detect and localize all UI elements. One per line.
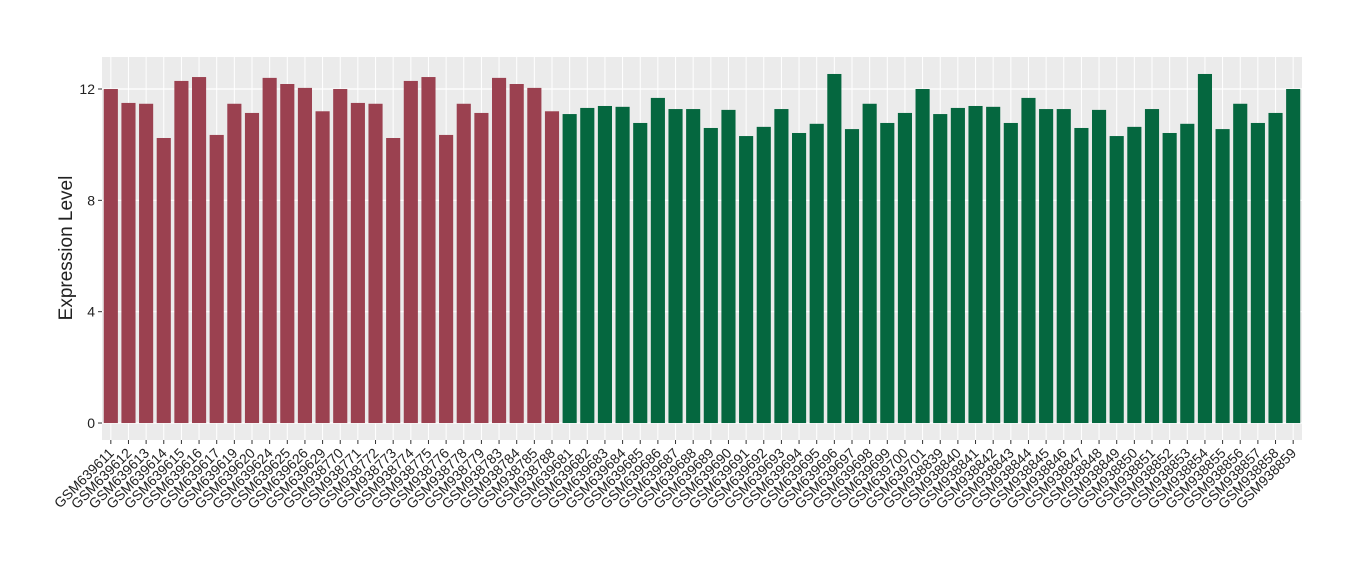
y-axis-title: Expression Level xyxy=(56,176,77,321)
bar xyxy=(403,80,418,424)
bar xyxy=(103,89,118,424)
bar xyxy=(1003,122,1018,424)
bar xyxy=(386,137,401,424)
bar xyxy=(844,129,860,424)
bar xyxy=(333,89,348,424)
bar xyxy=(527,87,542,424)
bar xyxy=(439,134,454,424)
bar xyxy=(897,112,912,424)
bar xyxy=(986,106,1001,424)
y-tick-label: 4 xyxy=(87,304,95,320)
bar xyxy=(174,80,189,424)
bar xyxy=(1250,122,1265,424)
bar xyxy=(121,102,136,424)
bar xyxy=(703,127,718,424)
bar xyxy=(615,106,630,424)
bar xyxy=(156,137,171,424)
bar xyxy=(933,114,948,424)
bar xyxy=(792,132,807,424)
bar xyxy=(950,107,965,424)
bar xyxy=(1109,136,1124,424)
bar xyxy=(1180,123,1195,424)
bar xyxy=(1268,112,1283,424)
bar xyxy=(915,89,930,424)
bar xyxy=(492,77,507,424)
bar xyxy=(809,123,824,424)
bar xyxy=(227,103,242,424)
bar xyxy=(1286,89,1301,424)
bar xyxy=(862,103,877,424)
bar xyxy=(1074,127,1089,424)
bar xyxy=(456,103,471,424)
bar xyxy=(756,126,771,424)
bar xyxy=(827,73,842,424)
bar xyxy=(633,122,648,424)
bar xyxy=(297,87,312,424)
bar xyxy=(968,105,983,424)
bar xyxy=(209,134,224,424)
bar xyxy=(139,103,154,424)
bar xyxy=(597,105,612,424)
bar xyxy=(315,111,330,424)
bar xyxy=(509,83,524,424)
bar xyxy=(474,112,489,424)
bar xyxy=(1162,132,1177,424)
bar xyxy=(421,77,436,424)
bar xyxy=(544,111,560,424)
bar xyxy=(1039,109,1054,424)
bar xyxy=(686,109,701,424)
y-tick-label: 8 xyxy=(87,192,95,208)
bar xyxy=(1021,97,1036,424)
bar xyxy=(350,102,365,424)
bar xyxy=(280,83,295,424)
bar xyxy=(880,122,895,424)
bar xyxy=(368,103,383,424)
bar xyxy=(739,136,754,424)
bar xyxy=(774,109,789,424)
bar xyxy=(1144,109,1160,424)
bar xyxy=(562,114,577,424)
bar xyxy=(721,109,736,424)
bar xyxy=(1092,109,1107,424)
bar xyxy=(650,97,665,424)
bar xyxy=(1056,109,1071,424)
bar xyxy=(668,109,683,424)
bar xyxy=(1233,103,1248,424)
bar xyxy=(1215,129,1230,424)
y-tick-label: 0 xyxy=(87,415,95,431)
bar xyxy=(1197,73,1212,424)
bar xyxy=(262,77,277,424)
bar xyxy=(580,107,595,424)
bar xyxy=(1127,126,1142,424)
bar xyxy=(244,112,260,424)
y-tick-label: 12 xyxy=(79,81,95,97)
bar xyxy=(192,77,207,424)
